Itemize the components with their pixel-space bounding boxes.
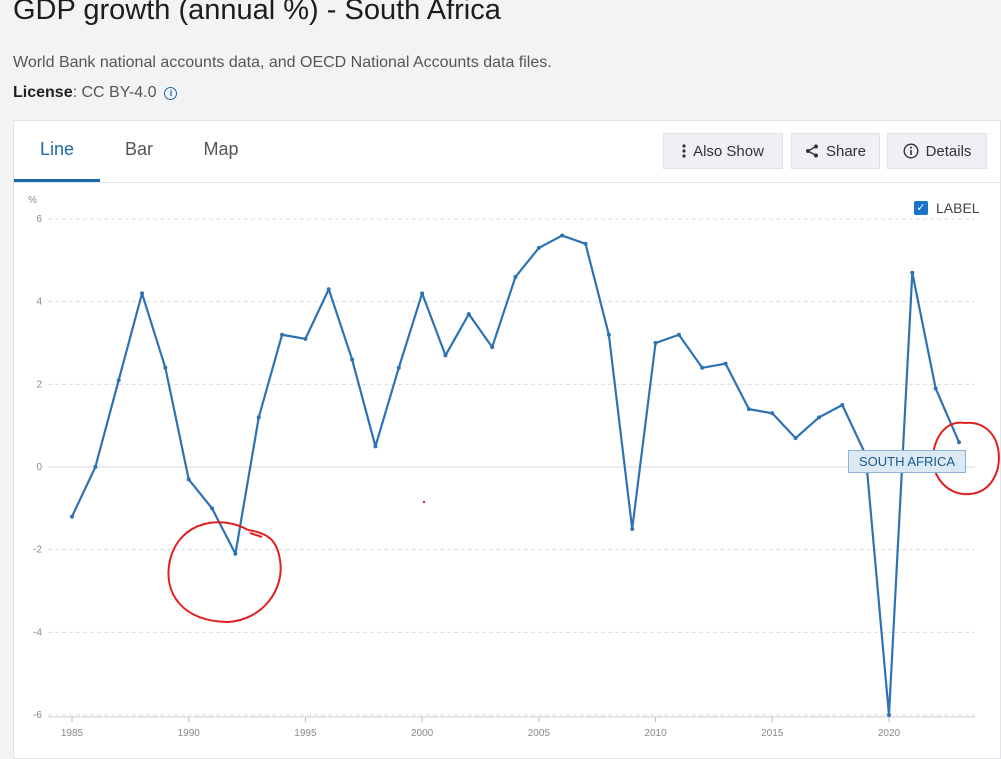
x-tick-label: 1985 — [61, 728, 84, 739]
data-point — [700, 365, 705, 370]
also-show-button[interactable]: Also Show — [663, 133, 783, 169]
annotation-dot — [422, 500, 426, 504]
tab-line[interactable]: Line — [14, 121, 100, 182]
data-point — [606, 332, 611, 337]
data-point — [653, 341, 658, 345]
label-checkbox-text[interactable]: LABEL — [936, 200, 980, 216]
data-point — [536, 245, 541, 250]
data-point — [746, 407, 751, 412]
chart-grid — [48, 218, 975, 718]
data-point — [770, 411, 775, 416]
x-tick-label: 2015 — [761, 728, 784, 739]
y-tick-label: 2 — [36, 379, 42, 390]
data-point — [326, 287, 331, 292]
share-icon — [805, 144, 818, 158]
data-point — [210, 506, 215, 511]
series-label-tag: SOUTH AFRICA — [848, 450, 966, 473]
data-point — [280, 332, 285, 337]
data-point — [583, 241, 588, 246]
x-tick-label: 1990 — [178, 728, 201, 739]
data-point — [233, 551, 238, 556]
details-label: Details — [925, 142, 972, 160]
y-tick-label: -6 — [33, 710, 42, 721]
also-show-label: Also Show — [693, 142, 764, 160]
details-button[interactable]: Details — [887, 133, 987, 169]
data-point — [933, 386, 938, 391]
license-value: : CC BY-4.0 — [72, 84, 157, 101]
y-tick-label: -2 — [33, 545, 42, 556]
data-point — [560, 233, 565, 238]
y-tick-label: 4 — [36, 297, 42, 308]
data-point — [840, 403, 845, 407]
data-source: World Bank national accounts data, and O… — [13, 54, 552, 71]
x-tick-label: 2010 — [644, 728, 667, 739]
y-tick-label: -4 — [33, 627, 42, 638]
data-point — [466, 312, 471, 317]
more-vertical-icon — [682, 144, 686, 158]
license-label: License — [13, 84, 73, 101]
data-point — [303, 336, 308, 341]
annotation-circle-right — [931, 421, 1000, 496]
data-point — [70, 514, 74, 519]
license-line: License: CC BY-4.0 i — [13, 84, 178, 102]
data-point — [396, 365, 401, 370]
data-point — [676, 332, 681, 337]
data-point — [816, 415, 821, 420]
data-point — [957, 440, 961, 445]
data-point — [163, 365, 168, 370]
data-point — [140, 291, 145, 296]
y-axis-label: % — [28, 195, 37, 206]
data-point — [513, 274, 518, 279]
data-point — [420, 291, 425, 296]
data-point — [373, 444, 378, 449]
chart-ticks: 6 4 2 0 -2 -4 -6% 1985 1990 1995 2000 2005 2010 2015 2… — [28, 195, 901, 739]
tab-map[interactable]: Map — [203, 139, 239, 159]
data-point — [793, 436, 798, 441]
data-point — [630, 527, 635, 531]
label-checkbox[interactable]: ✓ — [914, 201, 928, 215]
x-tick-label: 1995 — [294, 728, 317, 739]
data-point — [443, 353, 448, 358]
data-point — [910, 270, 915, 275]
data-point — [116, 378, 121, 383]
chart-type-tabs: Line Bar Map Also Show Share Details — [14, 121, 1000, 183]
data-point — [350, 357, 355, 362]
chart-card: Line Bar Map Also Show Share Details ✓ L… — [13, 120, 1001, 759]
y-tick-label: 6 — [36, 214, 42, 225]
data-point — [186, 477, 191, 482]
data-point — [256, 415, 261, 420]
tab-bar[interactable]: Bar — [124, 139, 153, 159]
annotations — [167, 421, 1000, 624]
y-tick-label: 0 — [36, 462, 42, 473]
data-point — [490, 345, 495, 350]
page-title: GDP growth (annual %) - South Africa — [13, 0, 501, 26]
share-label: Share — [825, 142, 867, 160]
chart-series — [70, 233, 961, 717]
info-icon[interactable]: i — [164, 87, 178, 100]
data-point — [723, 361, 728, 366]
info-circle-icon — [903, 143, 919, 159]
share-button[interactable]: Share — [791, 133, 880, 169]
annotation-circle-left — [167, 521, 282, 624]
data-point — [886, 713, 891, 717]
x-tick-label: 2020 — [878, 728, 901, 739]
x-tick-label: 2005 — [528, 728, 551, 739]
x-tick-label: 2000 — [411, 728, 434, 739]
series-line — [71, 234, 961, 717]
data-point — [93, 465, 98, 469]
